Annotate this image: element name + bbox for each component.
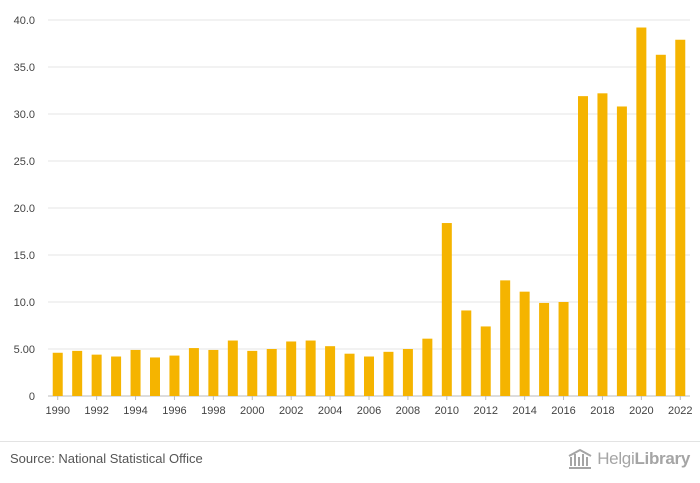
bar-2005	[344, 353, 355, 396]
gridlines	[48, 19, 690, 397]
bar-1998	[208, 349, 219, 396]
x-tick-label: 2014	[512, 405, 536, 417]
helgi-library-logo[interactable]: HelgiLibrary	[567, 448, 690, 470]
x-tick-label: 1996	[162, 405, 186, 417]
logo-text-library: Library	[634, 449, 690, 468]
y-tick-label: 10.0	[14, 297, 35, 309]
y-tick-label: 15.0	[14, 250, 35, 262]
bar-1990	[52, 352, 63, 396]
y-tick-label: 40.0	[14, 15, 35, 27]
x-tick-label: 1990	[45, 405, 69, 417]
bar-2009	[422, 338, 433, 396]
y-tick-label: 35.0	[14, 62, 35, 74]
logo-text: HelgiLibrary	[597, 449, 690, 469]
bar-2012	[480, 326, 491, 396]
logo-text-helgi: Helgi	[597, 449, 635, 468]
bar-2007	[383, 351, 394, 396]
x-tick-label: 2020	[629, 405, 653, 417]
y-tick-label: 25.0	[14, 156, 35, 168]
y-tick-label: 20.0	[14, 203, 35, 215]
x-tick-label: 1998	[201, 405, 225, 417]
bar-2021	[655, 54, 666, 396]
bar-1999	[227, 340, 238, 396]
x-tick-label: 2012	[473, 405, 497, 417]
x-tick-label: 2002	[279, 405, 303, 417]
bar-1997	[188, 348, 199, 396]
bar-2000	[247, 350, 258, 396]
y-tick-label: 30.0	[14, 109, 35, 121]
bar-2008	[402, 349, 413, 396]
bar-1996	[169, 355, 180, 396]
bar-2001	[266, 349, 277, 396]
y-axis-ticks: 0 5.00 10.0 15.0 20.0 25.0 30.0 35.0 40.0	[14, 15, 35, 403]
bar-2020	[636, 27, 647, 397]
bar-1994	[130, 349, 141, 396]
x-tick-label: 2018	[590, 405, 614, 417]
y-tick-label: 0	[29, 391, 35, 403]
bar-2015	[539, 302, 550, 396]
bars	[52, 27, 686, 397]
bar-2016	[558, 302, 569, 396]
bar-2017	[578, 96, 588, 396]
footer-divider	[0, 441, 700, 442]
x-tick-label: 1994	[123, 405, 147, 417]
x-axis-ticks: 1990 1992 1994 1996 1998 2000 2002 2004 2006 2008…	[45, 396, 693, 417]
x-tick-label: 2004	[318, 405, 342, 417]
x-tick-label: 1992	[84, 405, 108, 417]
x-tick-label: 2022	[668, 405, 692, 417]
x-tick-label: 2010	[435, 405, 459, 417]
bar-2011	[461, 310, 472, 396]
x-tick-label: 2000	[240, 405, 264, 417]
bar-2006	[364, 356, 374, 396]
y-tick-label: 5.00	[14, 344, 35, 356]
bar-2003	[305, 340, 316, 396]
bar-2002	[286, 341, 297, 396]
bar-2013	[500, 280, 511, 396]
x-tick-label: 2006	[357, 405, 381, 417]
library-building-icon	[568, 448, 592, 469]
x-tick-label: 2008	[396, 405, 420, 417]
bar-1995	[150, 357, 160, 396]
bar-2014	[519, 291, 530, 396]
bar-1991	[72, 350, 83, 396]
bar-2004	[325, 346, 336, 396]
bar-2018	[597, 93, 608, 396]
bar-2010	[441, 223, 452, 396]
bar-2019	[616, 106, 627, 396]
source-note: Source: National Statistical Office	[10, 451, 203, 466]
bar-2022	[675, 39, 686, 397]
x-tick-label: 2016	[551, 405, 575, 417]
bar-1993	[111, 356, 122, 396]
bar-1992	[91, 354, 102, 396]
